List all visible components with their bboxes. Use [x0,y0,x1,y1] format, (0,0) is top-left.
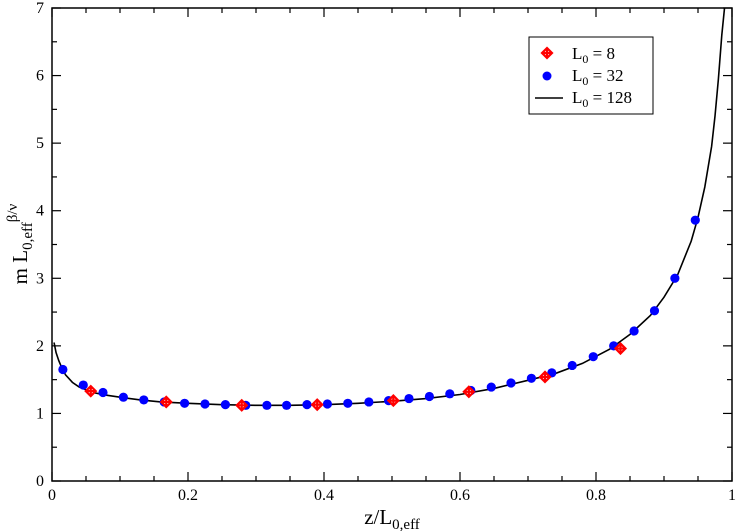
x-axis-title-base: z/L [364,505,392,529]
x-tick-label: 0 [48,487,56,504]
y-tick-label: 4 [36,203,44,220]
y-axis-title-sup: β/ν [5,203,21,222]
data-point-l0-32 [690,215,700,225]
data-point-l0-32 [180,398,190,408]
y-tick-label: 6 [36,68,44,85]
data-point-l0-32 [670,273,680,283]
data-point-l0-8 [84,384,98,398]
data-point-l0-32 [649,306,660,316]
legend-marker-l0-32 [542,71,552,81]
legend: L0 = 8 L0 = 32 L0 = 128 [528,36,654,115]
data-point-l0-32 [424,391,434,402]
x-tick-label: 0.4 [314,487,334,504]
y-tick-label: 5 [36,135,44,152]
y-tick-label: 7 [36,0,44,17]
y-tick-label: 0 [36,473,44,490]
y-axis-title-sub: 0,eff [20,222,36,250]
data-point-l0-32 [567,360,577,371]
data-point-l0-32 [200,399,210,409]
data-layer [53,8,726,412]
legend-label-l0-8: L0 = 8 [572,44,615,66]
y-axis-title-pre: m L [8,250,32,284]
y-tick-label: 1 [36,405,44,422]
data-point-l0-32 [588,352,598,362]
data-point-l0-32 [262,400,272,410]
data-point-l0-32 [220,400,230,410]
data-point-l0-32 [282,400,292,410]
x-axis-title-sub: 0,eff [392,517,420,531]
legend-entry-l0-8: L0 = 8 [540,44,615,66]
legend-marker-l0-8 [540,46,554,60]
data-point-l0-32 [98,387,108,398]
data-point-l0-32 [364,397,374,407]
legend-entry-l0-128: L0 = 128 [535,88,632,110]
data-point-l0-32 [506,378,516,388]
x-axis-title: z/L0,eff [364,505,420,531]
data-point-l0-8 [613,342,628,356]
data-point-l0-32 [58,364,68,375]
data-point-l0-8 [386,394,400,408]
data-point-l0-32 [629,326,639,336]
data-point-l0-8 [310,398,324,412]
x-tick-label: 0.8 [586,487,606,504]
legend-label-l0-128: L0 = 128 [572,88,632,110]
data-point-l0-32 [302,400,312,410]
data-point-l0-32 [526,373,537,383]
x-tick-label: 1 [728,487,736,504]
data-point-l0-32 [139,395,149,405]
x-axis: 0 0.2 0.4 0.6 0.8 1 [48,8,736,504]
y-tick-label: 2 [36,338,44,355]
data-point-l0-32 [118,392,128,402]
legend-label-l0-32: L0 = 32 [572,66,623,88]
x-tick-label: 0.2 [178,487,198,504]
data-point-l0-32 [322,399,332,409]
x-tick-label: 0.6 [450,487,470,504]
y-axis: 0 1 2 3 4 5 6 7 [36,0,732,490]
legend-entry-l0-32: L0 = 32 [542,66,623,88]
data-point-l0-32 [404,393,414,404]
y-tick-label: 3 [36,270,44,287]
data-point-l0-8 [159,395,173,409]
data-point-l0-32 [78,380,88,390]
data-point-l0-8 [462,385,476,399]
data-point-l0-8 [235,398,249,412]
y-axis-title: m L0,effβ/ν [5,203,36,284]
data-point-l0-32 [445,389,455,399]
data-point-l0-8 [538,370,552,384]
data-point-l0-32 [343,398,353,408]
data-point-l0-32 [486,382,496,392]
